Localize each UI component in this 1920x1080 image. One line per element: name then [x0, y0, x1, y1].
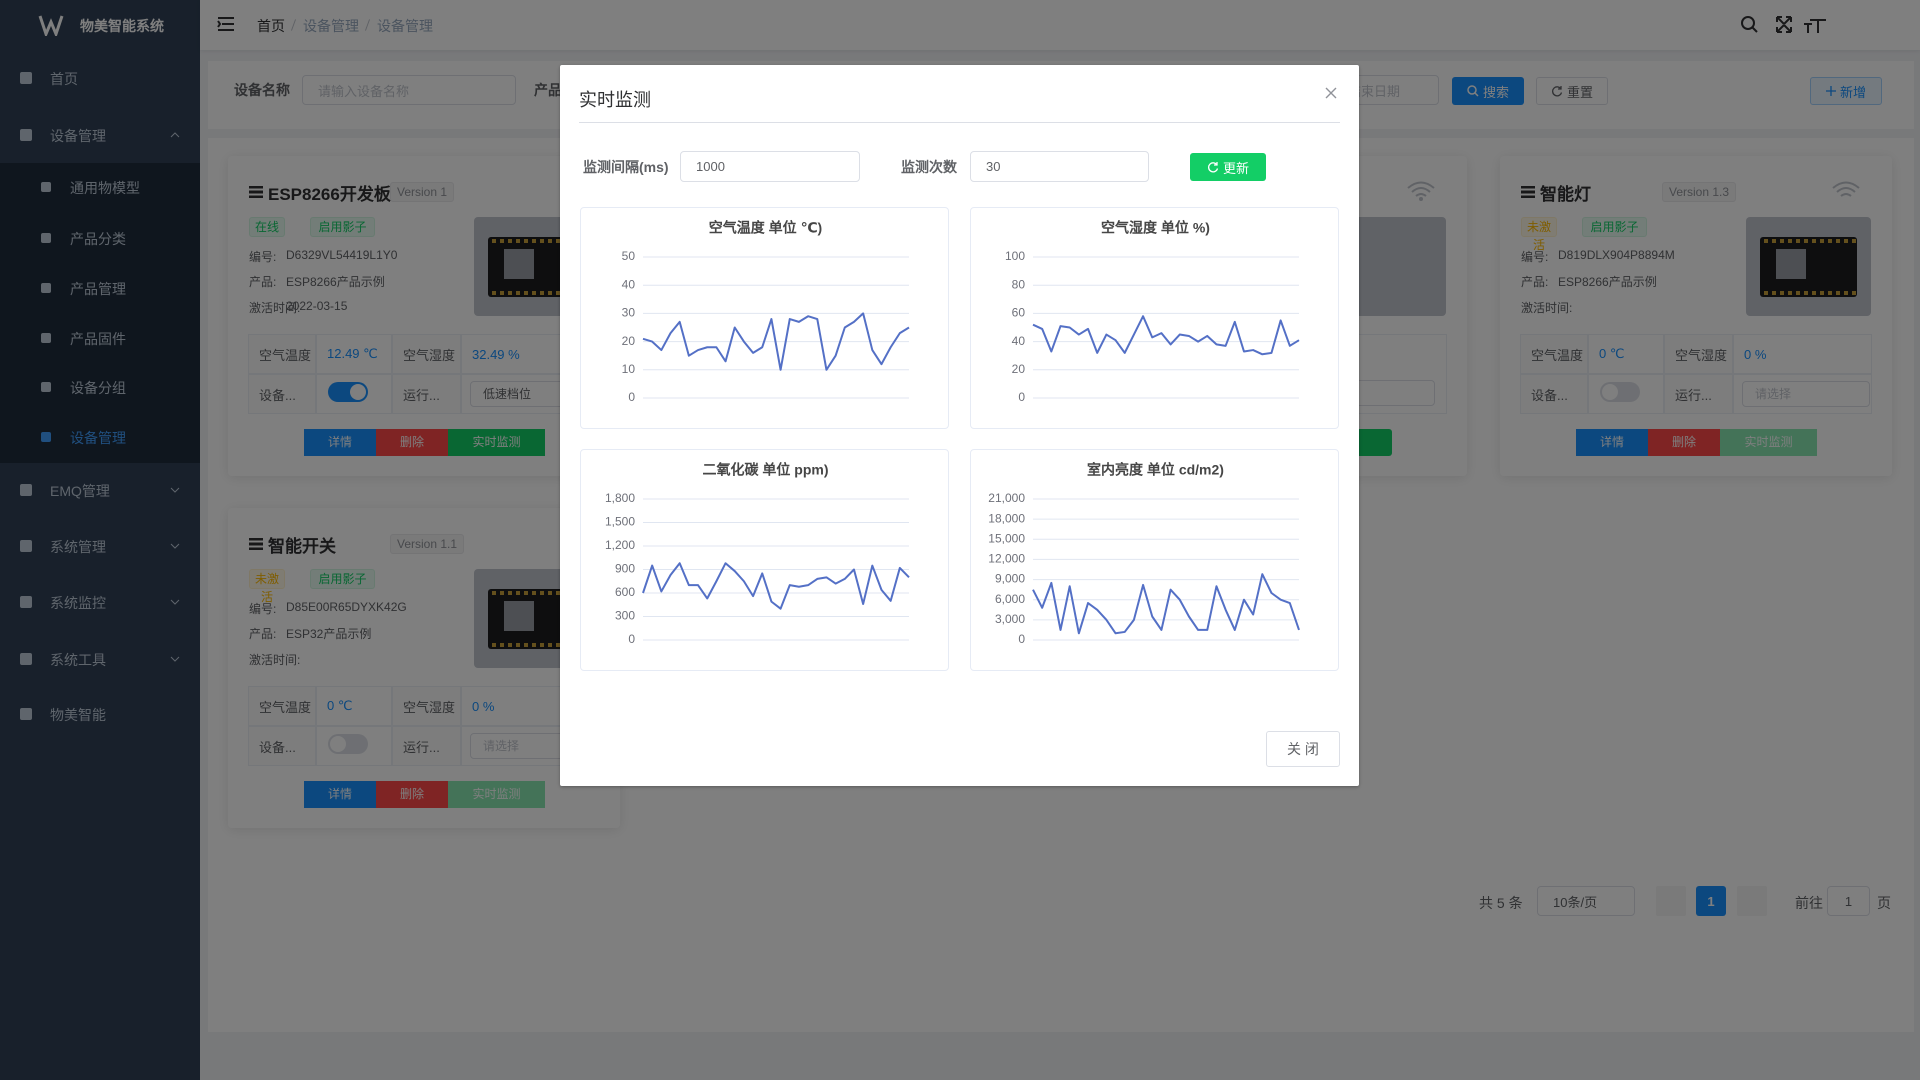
- y-tick-label: 18,000: [988, 511, 1025, 525]
- data-line: [1032, 315, 1300, 356]
- interval-input[interactable]: 1000: [680, 151, 860, 182]
- chart-title: 二氧化碳 单位 ppm): [703, 462, 829, 478]
- y-tick-label: 21,000: [988, 491, 1025, 505]
- chart-title: 室内亮度 单位 cd/m2): [1087, 462, 1224, 478]
- count-input[interactable]: 30: [970, 151, 1149, 182]
- chart-box: 空气温度 单位 ℃) 0 10 20 30 40 50: [580, 207, 949, 429]
- y-tick-label: 10: [622, 362, 636, 376]
- y-tick-label: 0: [1018, 390, 1025, 404]
- y-tick-label: 600: [615, 585, 635, 599]
- divider: [579, 122, 1340, 123]
- y-tick-label: 30: [622, 306, 636, 320]
- chart-box: 空气湿度 单位 %) 0 20 40 60 80 100: [970, 207, 1339, 429]
- chart: 二氧化碳 单位 ppm) 0 300 600 900 1,200 1,500 1,800: [605, 462, 910, 646]
- y-tick-label: 60: [1012, 306, 1026, 320]
- y-tick-label: 40: [622, 277, 636, 291]
- data-line: [642, 562, 910, 610]
- y-tick-label: 1,500: [605, 515, 635, 529]
- count-label: 监测次数: [901, 159, 957, 175]
- close-icon[interactable]: [1325, 87, 1337, 99]
- chart: 空气温度 单位 ℃) 0 10 20 30 40 50: [622, 220, 910, 404]
- y-tick-label: 40: [1012, 334, 1026, 348]
- chart-box: 室内亮度 单位 cd/m2) 0 3,000 6,000 9,000 12,000 15,0…: [970, 449, 1339, 671]
- data-line: [642, 312, 910, 371]
- y-tick-label: 100: [1005, 249, 1025, 263]
- dialog-title: 实时监测: [579, 90, 651, 110]
- icon: [1208, 162, 1219, 173]
- y-tick-label: 0: [628, 390, 635, 404]
- dialog: 实时监测 监测间隔(ms) 1000 监测次数 30 更新 关 闭 空气温度 单…: [560, 65, 1359, 786]
- y-tick-label: 12,000: [988, 552, 1025, 566]
- chart-title: 空气温度 单位 ℃): [709, 220, 822, 236]
- y-tick-label: 0: [628, 632, 635, 646]
- y-tick-label: 0: [1018, 632, 1025, 646]
- y-tick-label: 20: [1012, 362, 1026, 376]
- y-tick-label: 50: [622, 249, 636, 263]
- y-tick-label: 9,000: [995, 572, 1025, 586]
- y-tick-label: 80: [1012, 277, 1026, 291]
- chart-title: 空气湿度 单位 %): [1101, 220, 1210, 236]
- close-button[interactable]: 关 闭: [1266, 731, 1340, 767]
- data-line: [1032, 573, 1300, 635]
- label: 更新: [1222, 160, 1249, 176]
- y-tick-label: 6,000: [995, 592, 1025, 606]
- y-tick-label: 1,800: [605, 491, 635, 505]
- chart: 室内亮度 单位 cd/m2) 0 3,000 6,000 9,000 12,000 15,0…: [988, 462, 1300, 646]
- y-tick-label: 300: [615, 609, 635, 623]
- y-tick-label: 1,200: [605, 538, 635, 552]
- y-tick-label: 3,000: [995, 612, 1025, 626]
- y-tick-label: 20: [622, 334, 636, 348]
- chart-box: 二氧化碳 单位 ppm) 0 300 600 900 1,200 1,500 1,800: [580, 449, 949, 671]
- y-tick-label: 900: [615, 562, 635, 576]
- refresh-button[interactable]: 更新: [1190, 153, 1266, 181]
- chart: 空气湿度 单位 %) 0 20 40 60 80 100: [1005, 220, 1300, 404]
- interval-label: 监测间隔(ms): [583, 159, 669, 175]
- y-tick-label: 15,000: [988, 531, 1025, 545]
